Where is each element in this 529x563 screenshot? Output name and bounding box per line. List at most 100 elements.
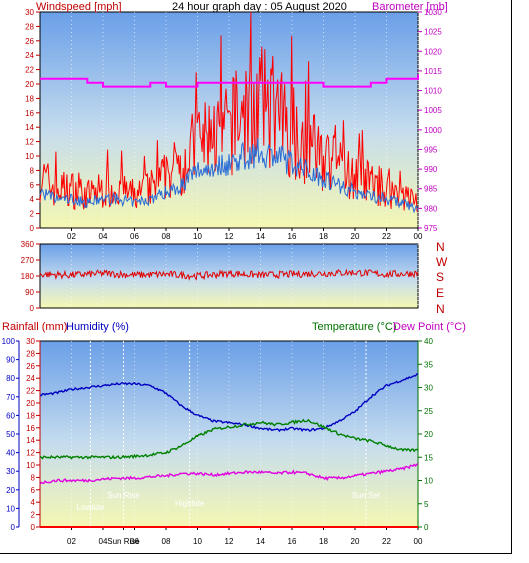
wind-y-tick-label: 0	[30, 224, 35, 233]
temperature-y-tick-label: 25	[424, 407, 433, 416]
climate-x-tick-label: 18	[319, 537, 328, 546]
climate-x-tick-label: 10	[193, 537, 202, 546]
wind-y-tick-label: 8	[30, 166, 35, 175]
wind-x-tick-label: 08	[162, 232, 171, 241]
wind-gust-line	[39, 11, 419, 212]
rain-y-tick-label: 12	[26, 449, 35, 458]
wind-y-tick-label: 20	[25, 80, 34, 89]
wind-y-tick-label: 26	[25, 37, 34, 46]
temperature-line	[39, 418, 419, 460]
climate-x-tick-label: 16	[288, 537, 297, 546]
wind-x-tick-label: 16	[288, 232, 297, 241]
wind-y-tick-label: 30	[25, 8, 34, 17]
direction-y-tick-label: 180	[21, 272, 35, 281]
graph-title: 24 hour graph day : 05 August 2020	[172, 1, 347, 13]
wind-y-tick-label: 24	[25, 51, 34, 60]
barometer-y-tick-label: 1020	[424, 47, 442, 56]
temperature-y-tick-label: 40	[424, 337, 433, 346]
barometer-label: Barometer [mb]	[372, 1, 448, 13]
direction-y-tick-label: 360	[21, 240, 35, 249]
rain-y-tick-label: 6	[31, 486, 36, 495]
direction-y-tick-label: 90	[25, 288, 34, 297]
rain-y-tick-label: 10	[26, 461, 35, 470]
direction-letter-w: W	[436, 255, 448, 269]
event-label: Hightide	[175, 499, 205, 508]
humidity-y-tick-label: 90	[6, 356, 15, 365]
dewpoint-line	[39, 463, 419, 485]
wind-x-tick-label: 02	[67, 232, 76, 241]
temperature-y-tick-label: 0	[424, 523, 429, 532]
humidity-y-tick-label: 20	[6, 486, 15, 495]
barometer-y-tick-label: 995	[424, 145, 438, 154]
barometer-y-tick-label: 1005	[424, 106, 442, 115]
wind-x-tick-label: 14	[256, 232, 265, 241]
direction-letter-s: S	[436, 270, 444, 284]
rain-y-tick-label: 14	[26, 436, 35, 445]
rain-y-tick-label: 24	[26, 374, 35, 383]
wind-y-tick-label: 12	[25, 138, 34, 147]
direction-y-tick-label: 270	[21, 256, 35, 265]
wind-x-tick-label: 12	[225, 232, 234, 241]
climate-x-tick-label: 08	[162, 537, 171, 546]
climate-x-tick-label: Sun Rise	[107, 537, 140, 546]
climate-x-tick-label: 04	[99, 537, 108, 546]
humidity-y-tick-label: 50	[6, 430, 15, 439]
temperature-y-tick-label: 5	[424, 500, 429, 509]
barometer-y-tick-label: 1030	[424, 8, 442, 17]
humidity-label: Humidity (%)	[66, 321, 129, 333]
rain-y-tick-label: 26	[26, 362, 35, 371]
direction-y-tick-label: 0	[30, 304, 35, 313]
temperature-y-tick-label: 10	[424, 477, 433, 486]
wind-y-tick-label: 16	[25, 109, 34, 118]
temperature-y-tick-label: 20	[424, 430, 433, 439]
windspeed-label: Windspeed [mph]	[36, 1, 122, 13]
humidity-y-tick-label: 60	[6, 411, 15, 420]
wind-x-tick-label: 10	[193, 232, 202, 241]
wind-y-tick-label: 14	[25, 123, 34, 132]
event-label: Lowtide	[77, 503, 105, 512]
barometer-y-tick-label: 990	[424, 165, 438, 174]
humidity-y-tick-label: 0	[11, 523, 16, 532]
rain-y-tick-label: 2	[31, 511, 36, 520]
humidity-y-tick-label: 30	[6, 467, 15, 476]
wind-x-tick-label: 04	[99, 232, 108, 241]
wind-y-tick-label: 22	[25, 66, 34, 75]
humidity-y-tick-label: 70	[6, 393, 15, 402]
wind-x-tick-label: 00	[414, 232, 423, 241]
barometer-y-tick-label: 1010	[424, 87, 442, 96]
wind-direction-line	[39, 268, 419, 281]
direction-letter-n-bottom: N	[436, 302, 445, 316]
barometer-y-tick-label: 1015	[424, 67, 442, 76]
humidity-y-tick-label: 80	[6, 374, 15, 383]
wind-y-tick-label: 18	[25, 94, 34, 103]
temperature-y-tick-label: 15	[424, 453, 433, 462]
wind-y-tick-label: 10	[25, 152, 34, 161]
humidity-y-tick-label: 40	[6, 449, 15, 458]
barometer-y-tick-label: 980	[424, 204, 438, 213]
barometer-y-tick-label: 975	[424, 224, 438, 233]
event-label: Sun Rise	[107, 491, 140, 500]
climate-x-tick-label: 20	[351, 537, 360, 546]
dewpoint-label: Dew Point (°C)	[393, 321, 466, 333]
rain-y-tick-label: 30	[26, 337, 35, 346]
wind-y-tick-label: 2	[30, 210, 35, 219]
direction-letter-n-top: N	[436, 240, 445, 254]
temperature-y-tick-label: 30	[424, 384, 433, 393]
direction-letter-e: E	[436, 286, 444, 300]
wind-x-tick-label: 06	[130, 232, 139, 241]
event-label: Sun Set	[352, 491, 381, 500]
rain-y-tick-label: 28	[26, 349, 35, 358]
humidity-line	[39, 373, 419, 433]
wind-x-tick-label: 18	[319, 232, 328, 241]
wind-average-line	[39, 138, 419, 214]
climate-x-tick-label: 22	[382, 537, 391, 546]
rain-y-tick-label: 4	[31, 498, 36, 507]
rain-y-tick-label: 8	[31, 473, 36, 482]
rain-y-tick-label: 16	[26, 424, 35, 433]
climate-x-tick-label: 00	[414, 537, 423, 546]
rainfall-label: Rainfall (mm)	[2, 321, 67, 333]
barometer-y-tick-label: 985	[424, 185, 438, 194]
humidity-y-tick-label: 10	[6, 504, 15, 513]
climate-x-tick-label: 12	[225, 537, 234, 546]
